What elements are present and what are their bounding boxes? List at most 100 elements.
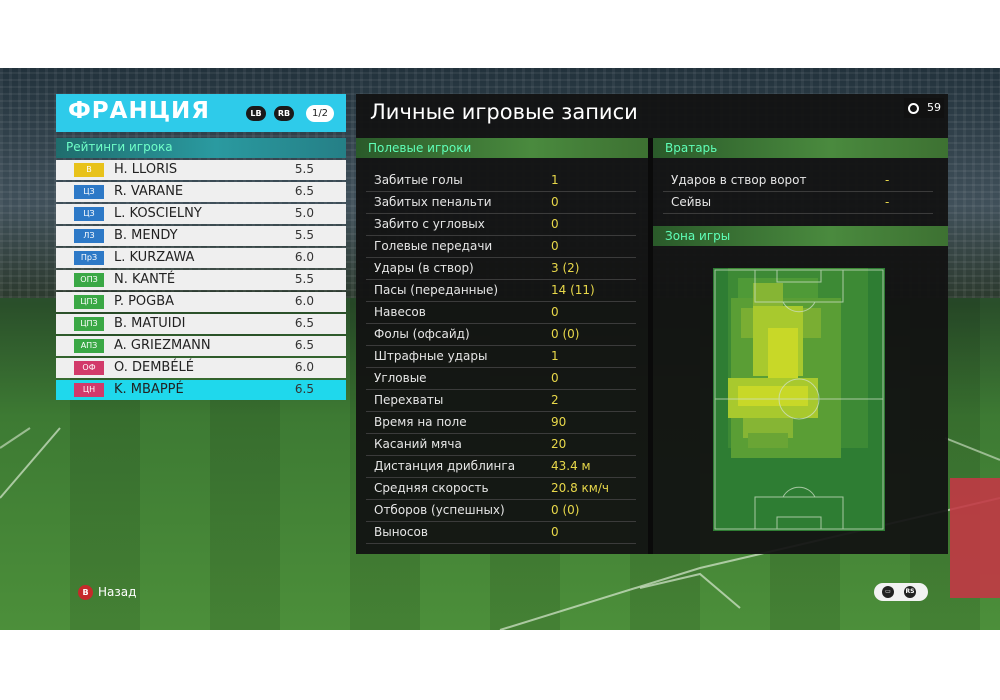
stat-value: 0 xyxy=(551,371,559,385)
stat-value: - xyxy=(885,173,890,187)
pitch-lines xyxy=(0,427,1000,630)
stat-value: 43.4 м xyxy=(551,459,591,473)
position-badge: ЦЗ xyxy=(74,207,104,221)
player-rating: 6.0 xyxy=(294,294,314,308)
rb-button[interactable]: RB xyxy=(274,106,294,121)
stat-row: Забитые голы 1 xyxy=(366,170,636,192)
position-badge: ЛЗ xyxy=(74,229,104,243)
player-rating: 5.5 xyxy=(294,162,314,176)
stat-value: 0 xyxy=(551,239,559,253)
player-name: L. KURZAWA xyxy=(114,250,195,265)
stat-row: Фолы (офсайд) 0 (0) xyxy=(366,324,636,346)
player-row[interactable]: АПЗ A. GRIEZMANN 6.5 xyxy=(56,336,346,356)
stat-row: Время на поле 90 xyxy=(366,412,636,434)
rs-controls[interactable]: ▭ RS xyxy=(874,583,928,601)
player-list: В H. LLORIS 5.5 ЦЗ R. VARANE 6.5 ЦЗ L. KOSCIELN… xyxy=(56,160,346,402)
stat-label: Забито с угловых xyxy=(374,217,485,231)
stat-label: Забитые голы xyxy=(374,173,463,187)
stat-row: Штрафные удары 1 xyxy=(366,346,636,368)
stat-label: Забитых пенальти xyxy=(374,195,492,209)
stat-row: Средняя скорость 20.8 км/ч xyxy=(366,478,636,500)
stat-value: 0 xyxy=(551,195,559,209)
clock-icon xyxy=(908,103,919,114)
stat-label: Отборов (успешных) xyxy=(374,503,505,517)
player-row[interactable]: ПрЗ L. KURZAWA 6.0 xyxy=(56,248,346,268)
stat-row: Отборов (успешных) 0 (0) xyxy=(366,500,636,522)
stat-label: Пасы (переданные) xyxy=(374,283,499,297)
b-button-icon[interactable]: B xyxy=(78,585,93,600)
player-row[interactable]: ОФ O. DEMBÉLÉ 6.0 xyxy=(56,358,346,378)
chat-icon[interactable]: ▭ xyxy=(882,586,894,598)
field-players-title: Полевые игроки xyxy=(368,141,472,155)
heatmap-cells xyxy=(728,268,868,458)
player-row[interactable]: ЦЗ R. VARANE 6.5 xyxy=(56,182,346,202)
player-row[interactable]: ЦПЗ P. POGBA 6.0 xyxy=(56,292,346,312)
player-name: B. MENDY xyxy=(114,228,178,243)
player-name: N. KANTÉ xyxy=(114,272,176,287)
player-rating: 6.0 xyxy=(294,360,314,374)
player-rating: 5.5 xyxy=(294,272,314,286)
player-name: H. LLORIS xyxy=(114,162,178,177)
stat-row: Удары (в створ) 3 (2) xyxy=(366,258,636,280)
player-row[interactable]: В H. LLORIS 5.5 xyxy=(56,160,346,180)
panel-divider xyxy=(648,138,653,554)
stat-value: 20 xyxy=(551,437,567,451)
stat-row: Навесов 0 xyxy=(366,302,636,324)
player-rating: 6.5 xyxy=(294,382,314,396)
page-indicator: 1/2 xyxy=(306,105,334,122)
stat-label: Штрафные удары xyxy=(374,349,488,363)
stat-label: Перехваты xyxy=(374,393,444,407)
stat-label: Угловые xyxy=(374,371,427,385)
player-rating: 6.5 xyxy=(294,316,314,330)
goalkeeper-stat-row: Сейвы - xyxy=(663,192,933,214)
position-badge: ОПЗ xyxy=(74,273,104,287)
player-row[interactable]: ЦПЗ B. MATUIDI 6.5 xyxy=(56,314,346,334)
goalkeeper-stat-row: Ударов в створ ворот - xyxy=(663,170,933,192)
zone-title: Зона игры xyxy=(665,229,731,243)
stat-value: 1 xyxy=(551,173,559,187)
player-row[interactable]: ЦН K. MBAPPÉ 6.5 xyxy=(56,380,346,400)
player-name: O. DEMBÉLÉ xyxy=(114,360,194,375)
stat-label: Навесов xyxy=(374,305,426,319)
player-name: L. KOSCIELNY xyxy=(114,206,202,221)
stat-label: Фолы (офсайд) xyxy=(374,327,470,341)
stat-value: 0 (0) xyxy=(551,327,580,341)
stat-value: 0 xyxy=(551,217,559,231)
player-name: B. MATUIDI xyxy=(114,316,186,331)
ratings-header: Рейтинги игрока xyxy=(56,138,346,158)
player-name: P. POGBA xyxy=(114,294,175,309)
rs-icon[interactable]: RS xyxy=(904,586,916,598)
stat-row: Пасы (переданные) 14 (11) xyxy=(366,280,636,302)
player-row[interactable]: ЛЗ B. MENDY 5.5 xyxy=(56,226,346,246)
player-rating: 5.0 xyxy=(294,206,314,220)
page-title: Личные игровые записи xyxy=(370,100,638,124)
player-row[interactable]: ОПЗ N. KANTÉ 5.5 xyxy=(56,270,346,290)
stat-row: Выносов 0 xyxy=(366,522,636,544)
lb-button[interactable]: LB xyxy=(246,106,266,121)
timer: 59 xyxy=(904,98,944,118)
team-header: ФРАНЦИЯ LB RB 1/2 xyxy=(56,94,346,132)
position-badge: ОФ xyxy=(74,361,104,375)
position-badge: ЦН xyxy=(74,383,104,397)
stat-label: Выносов xyxy=(374,525,428,539)
position-badge: ПрЗ xyxy=(74,251,104,265)
position-badge: В xyxy=(74,163,104,177)
position-badge: ЦЗ xyxy=(74,185,104,199)
stat-value: 2 xyxy=(551,393,559,407)
heatmap-field-lines xyxy=(714,269,884,530)
position-badge: ЦПЗ xyxy=(74,295,104,309)
stat-label: Голевые передачи xyxy=(374,239,493,253)
back-label[interactable]: Назад xyxy=(98,585,137,599)
timer-value: 59 xyxy=(927,101,941,114)
goalkeeper-header: Вратарь xyxy=(653,138,948,158)
stat-value: 0 xyxy=(551,525,559,539)
zone-header: Зона игры xyxy=(653,226,948,246)
player-name: A. GRIEZMANN xyxy=(114,338,211,353)
stat-value: 20.8 км/ч xyxy=(551,481,609,495)
player-row[interactable]: ЦЗ L. KOSCIELNY 5.0 xyxy=(56,204,346,224)
stat-value: 0 (0) xyxy=(551,503,580,517)
player-rating: 5.5 xyxy=(294,228,314,242)
stat-row: Дистанция дриблинга 43.4 м xyxy=(366,456,636,478)
position-badge: ЦПЗ xyxy=(74,317,104,331)
stat-row: Угловые 0 xyxy=(366,368,636,390)
